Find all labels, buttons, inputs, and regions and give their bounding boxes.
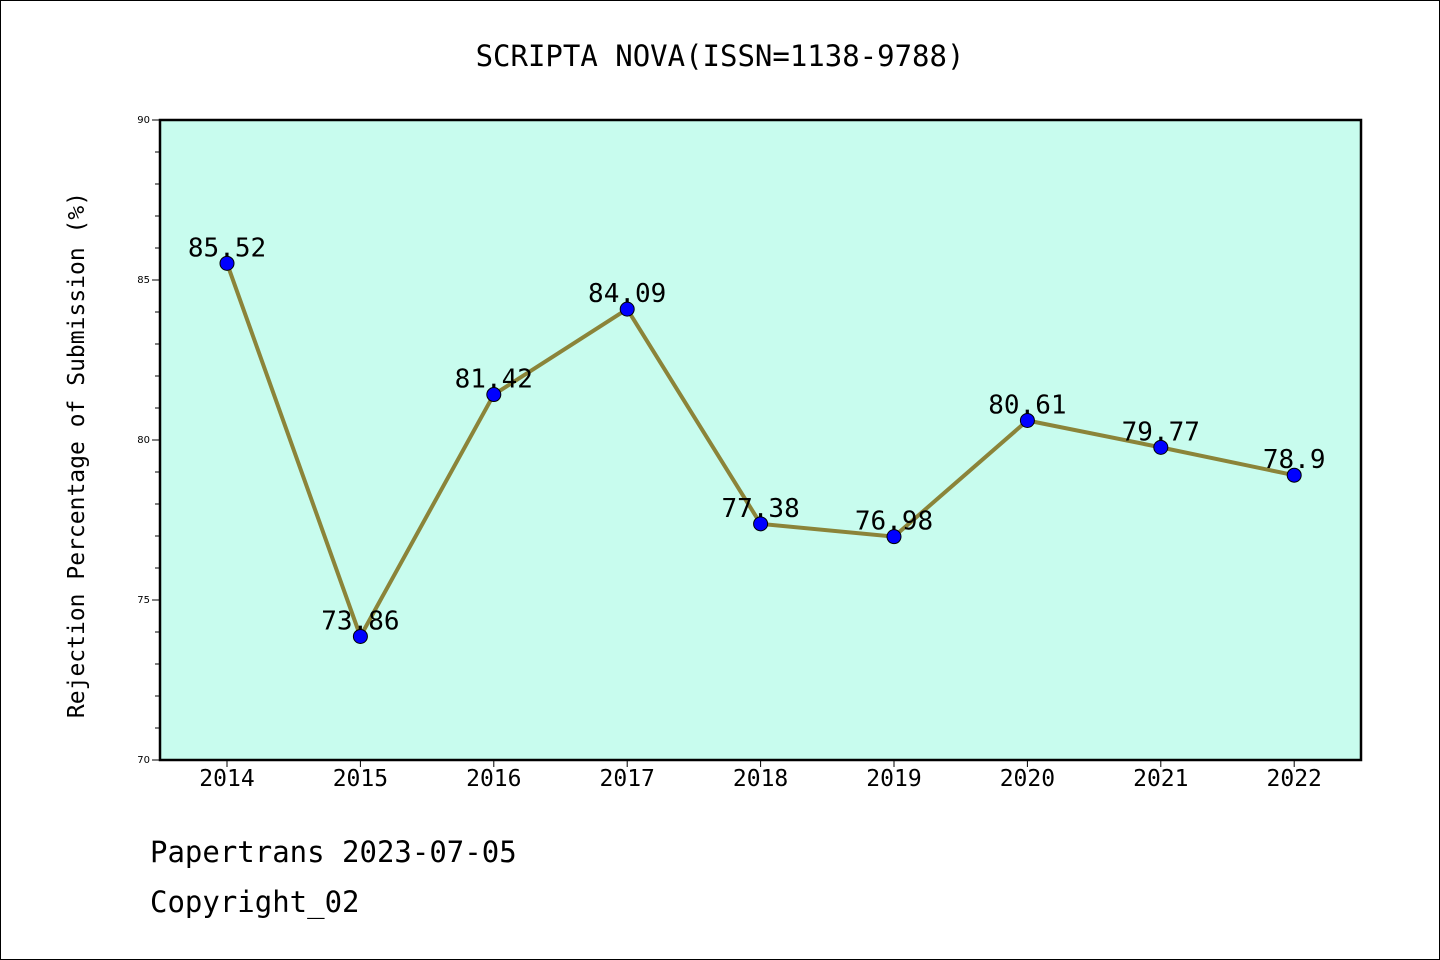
data-point xyxy=(1019,412,1035,428)
y-axis: 70 75 80 85 90 xyxy=(137,115,160,766)
footer-credit: Papertrans 2023-07-05 xyxy=(150,835,517,869)
x-tick-label: 2020 xyxy=(1000,766,1055,792)
data-point xyxy=(486,387,502,403)
x-tick-label: 2016 xyxy=(466,766,521,792)
y-tick-label: 90 xyxy=(137,115,150,126)
x-tick-label: 2015 xyxy=(333,766,388,792)
data-label: 73.86 xyxy=(321,606,399,636)
data-point xyxy=(219,255,235,271)
data-markers xyxy=(219,255,1302,644)
x-tick-label: 2017 xyxy=(600,766,655,792)
data-label: 81.42 xyxy=(455,365,533,395)
data-point xyxy=(352,628,368,644)
x-tick-label: 2018 xyxy=(733,766,788,792)
data-point xyxy=(619,301,635,317)
x-tick-label: 2021 xyxy=(1133,766,1188,792)
data-label: 84.09 xyxy=(588,279,666,309)
x-tick-label: 2019 xyxy=(866,766,921,792)
data-label: 85.52 xyxy=(188,233,266,263)
data-label: 77.38 xyxy=(721,494,799,524)
y-tick-label: 80 xyxy=(137,435,150,446)
data-label: 79.77 xyxy=(1122,417,1200,447)
y-tick-label: 75 xyxy=(137,595,150,606)
y-tick-label: 85 xyxy=(137,275,150,286)
x-tick-label: 2014 xyxy=(199,766,254,792)
data-point xyxy=(1153,439,1169,455)
data-point xyxy=(886,529,902,545)
y-axis-label: Rejection Percentage of Submission (%) xyxy=(64,192,90,718)
data-point xyxy=(753,516,769,532)
data-label: 78.9 xyxy=(1263,445,1326,475)
data-label: 76.98 xyxy=(855,507,933,537)
footer-copyright: Copyright_02 xyxy=(150,885,360,919)
x-axis: 2014 2015 2016 2017 2018 2019 2020 2021 2022 xyxy=(199,760,1322,792)
y-tick-label: 70 xyxy=(137,755,150,766)
x-tick-label: 2022 xyxy=(1267,766,1322,792)
chart-title: SCRIPTA NOVA(ISSN=1138-9788) xyxy=(476,39,965,73)
data-labels: 85.52 73.86 81.42 84.09 77.38 76.98 80.61 79.77… xyxy=(188,233,1326,636)
data-point xyxy=(1286,467,1302,483)
data-label: 80.61 xyxy=(988,390,1066,420)
